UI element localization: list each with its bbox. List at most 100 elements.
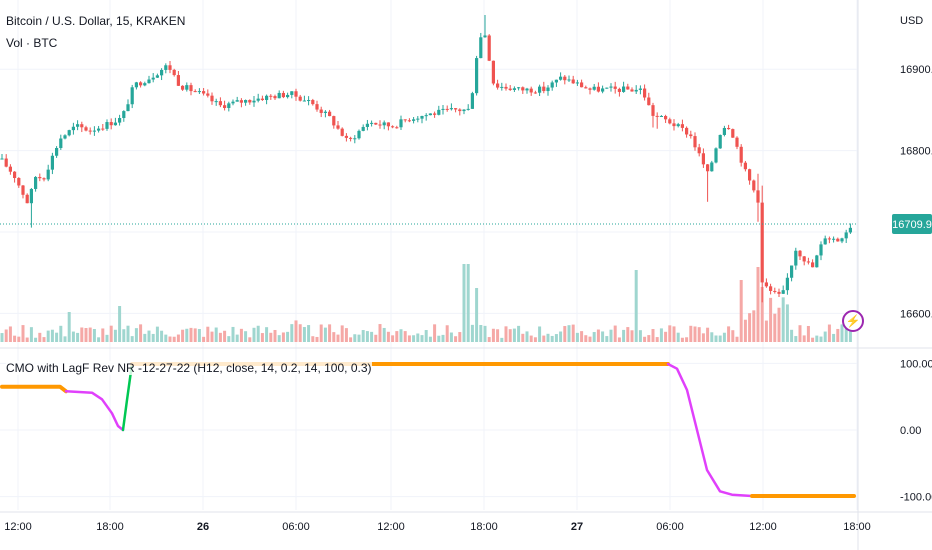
volume-bar bbox=[214, 327, 218, 342]
volume-bar bbox=[46, 330, 50, 342]
volume-bar bbox=[315, 336, 319, 342]
volume-bar bbox=[370, 331, 374, 342]
lightning-icon[interactable]: ⚡ bbox=[842, 310, 864, 332]
price-tick-label: 16600.0 bbox=[900, 308, 932, 320]
candle-body bbox=[458, 109, 462, 112]
candle-body bbox=[781, 290, 785, 294]
candle-body bbox=[512, 88, 516, 90]
candle-body bbox=[361, 126, 365, 131]
volume-bar bbox=[500, 337, 504, 342]
candle-body bbox=[848, 227, 852, 233]
candle-body bbox=[260, 98, 264, 101]
candle-body bbox=[815, 255, 819, 268]
volume-bar bbox=[563, 326, 567, 342]
volume-bar bbox=[403, 331, 407, 342]
volume-bar bbox=[580, 331, 584, 342]
candle-body bbox=[588, 88, 592, 90]
candle-body bbox=[743, 162, 747, 170]
candle-body bbox=[823, 238, 827, 245]
candle-body bbox=[680, 124, 684, 128]
volume-bar bbox=[718, 335, 722, 342]
candle-body bbox=[374, 122, 378, 125]
candle-body bbox=[265, 95, 269, 101]
volume-bar bbox=[17, 336, 21, 342]
candle-body bbox=[344, 135, 348, 138]
volume-bar bbox=[655, 337, 659, 342]
volume-bar bbox=[424, 330, 428, 342]
candle-body bbox=[773, 290, 777, 292]
volume-bar bbox=[357, 334, 361, 342]
candle-body bbox=[155, 75, 159, 78]
candle-body bbox=[441, 108, 445, 110]
volume-bar bbox=[134, 328, 138, 342]
volume-bar bbox=[147, 330, 151, 342]
candle-body bbox=[256, 98, 260, 101]
volume-bar bbox=[118, 306, 122, 342]
volume-bar bbox=[416, 333, 420, 342]
candle-body bbox=[340, 128, 344, 136]
candle-body bbox=[760, 202, 764, 283]
volume-bar bbox=[336, 334, 340, 342]
candle-body bbox=[160, 69, 164, 76]
osc-segment-magenta bbox=[64, 390, 125, 432]
volume-bar bbox=[122, 329, 126, 342]
volume-bar bbox=[307, 325, 311, 342]
candle-body bbox=[433, 113, 437, 115]
candle-body bbox=[71, 126, 75, 131]
candle-body bbox=[794, 250, 798, 266]
candle-body bbox=[378, 124, 382, 126]
candle-body bbox=[290, 91, 294, 95]
volume-bar bbox=[109, 325, 113, 342]
candle-body bbox=[311, 100, 315, 105]
candle-body bbox=[172, 69, 176, 76]
candle-body bbox=[214, 101, 218, 103]
volume-bar bbox=[407, 335, 411, 342]
volume-bar bbox=[269, 332, 273, 342]
volume-bar bbox=[622, 329, 626, 342]
candle-body bbox=[113, 122, 117, 126]
price-tick-label: 16900.0 bbox=[900, 64, 932, 76]
volume-bar bbox=[504, 326, 508, 342]
volume-bar bbox=[538, 326, 542, 342]
volume-bar bbox=[97, 337, 101, 342]
volume-bar bbox=[517, 325, 521, 342]
volume-bar bbox=[596, 329, 600, 342]
candle-body bbox=[836, 238, 840, 242]
candle-body bbox=[412, 119, 416, 121]
volume-bar bbox=[592, 332, 596, 342]
volume-bar bbox=[727, 326, 731, 342]
candle-body bbox=[790, 265, 794, 278]
candle-body bbox=[130, 87, 134, 105]
volume-bar bbox=[185, 328, 189, 342]
candle-body bbox=[67, 130, 71, 136]
volume-bar bbox=[353, 334, 357, 342]
candle-body bbox=[626, 86, 630, 90]
volume-bar bbox=[374, 334, 378, 342]
volume-bar bbox=[34, 337, 38, 342]
candle-body bbox=[685, 127, 689, 135]
volume-bar bbox=[760, 287, 764, 342]
candle-body bbox=[319, 109, 323, 113]
candle-body bbox=[403, 119, 407, 121]
candle-body bbox=[559, 76, 563, 80]
volume-bar bbox=[25, 337, 29, 342]
volume-bar bbox=[508, 329, 512, 342]
candle-body bbox=[592, 86, 596, 90]
candle-body bbox=[223, 105, 227, 108]
candle-body bbox=[391, 126, 395, 128]
volume-bar bbox=[428, 336, 432, 342]
volume-bar bbox=[664, 331, 668, 342]
candle-body bbox=[105, 122, 109, 129]
volume-bar bbox=[382, 327, 386, 342]
time-tick-label: 18:00 bbox=[470, 521, 498, 533]
volume-bar bbox=[298, 324, 302, 342]
candle-body bbox=[273, 96, 277, 99]
candle-body bbox=[508, 88, 512, 90]
candle-body bbox=[382, 122, 386, 126]
candle-body bbox=[445, 108, 449, 110]
candle-body bbox=[596, 86, 600, 92]
candle-body bbox=[13, 171, 17, 179]
candle-body bbox=[496, 83, 500, 88]
candle-body bbox=[281, 92, 285, 98]
volume-bar bbox=[42, 337, 46, 342]
